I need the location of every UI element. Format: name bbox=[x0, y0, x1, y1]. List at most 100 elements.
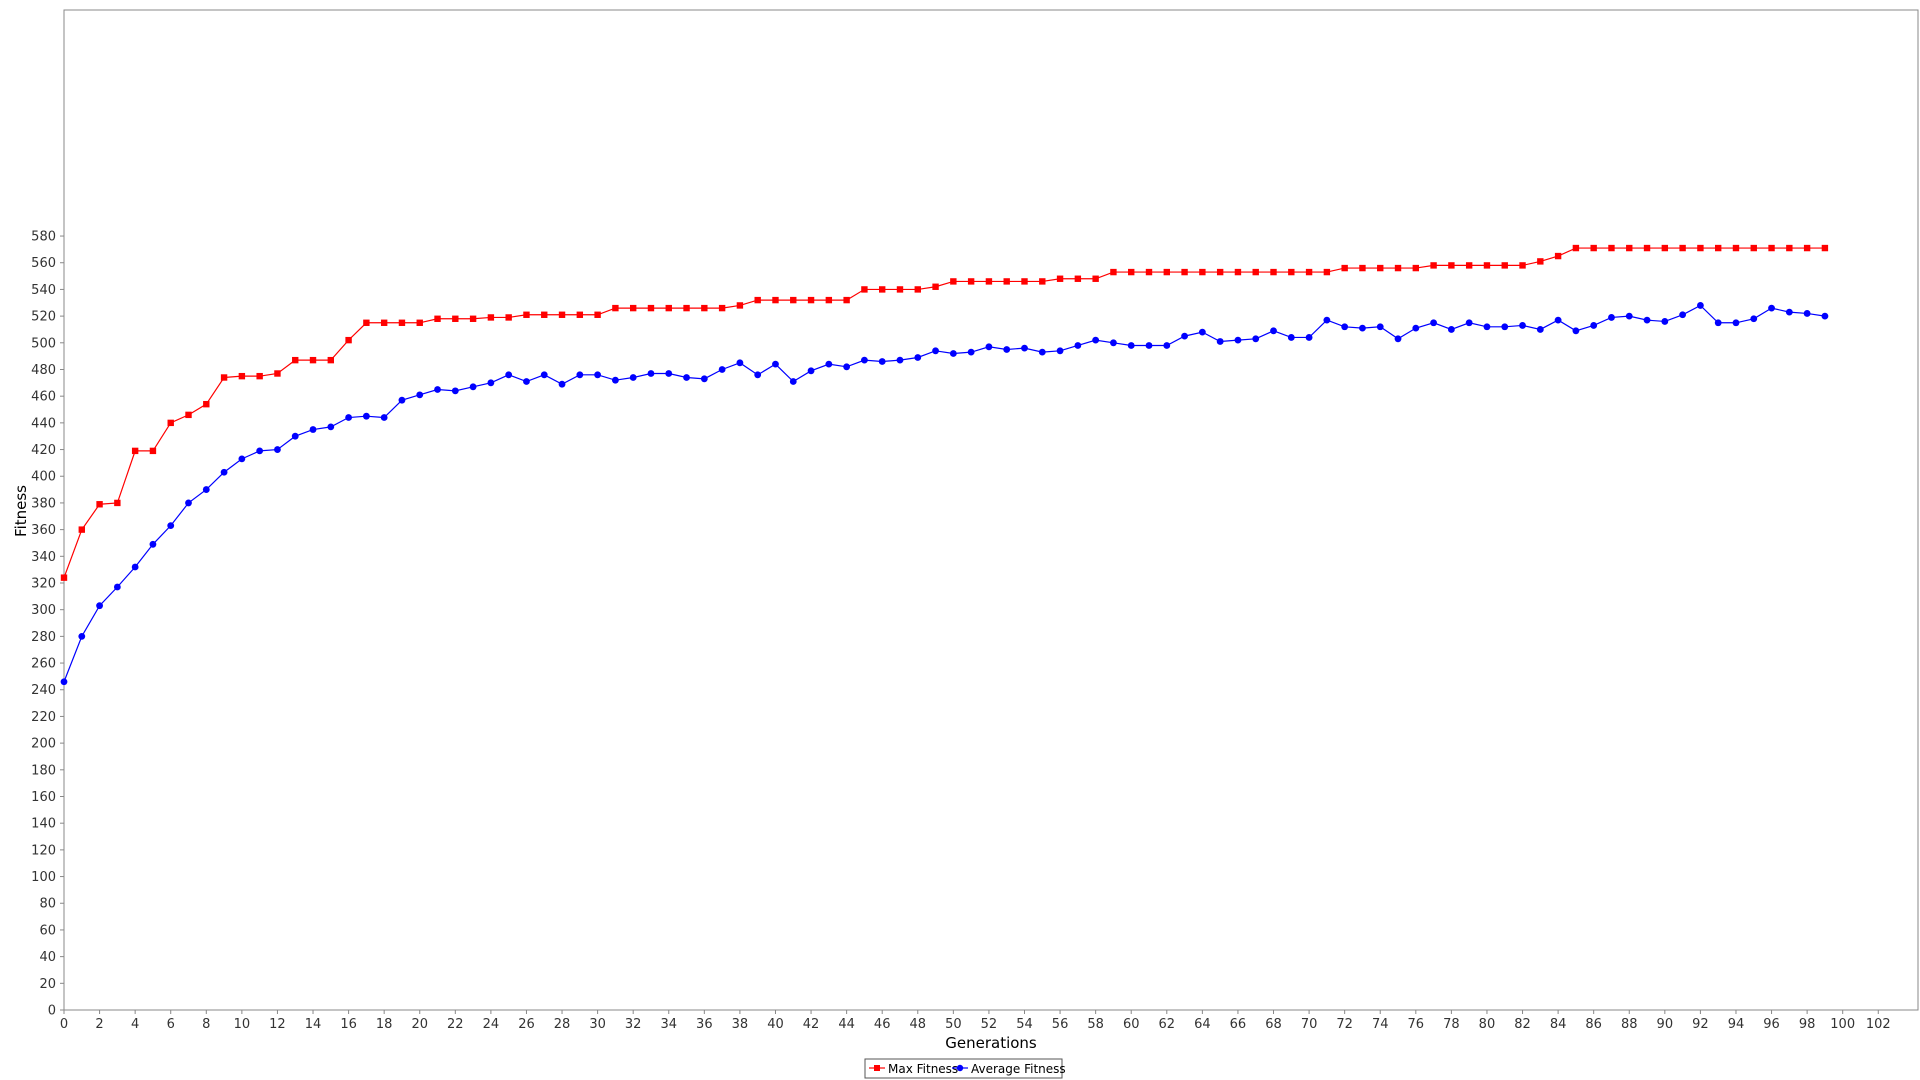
data-point-max-fitness bbox=[541, 311, 548, 318]
data-point-max-fitness bbox=[487, 314, 495, 321]
x-tick-label: 68 bbox=[1265, 1017, 1282, 1032]
x-tick-label: 62 bbox=[1159, 1017, 1176, 1032]
x-tick-label: 0 bbox=[60, 1017, 68, 1032]
x-tick-label: 84 bbox=[1550, 1017, 1567, 1032]
data-point-max-fitness bbox=[292, 356, 299, 364]
x-tick-label: 54 bbox=[1016, 1017, 1033, 1032]
data-point-average-fitness bbox=[149, 540, 157, 548]
data-point-max-fitness bbox=[1323, 268, 1331, 276]
data-point-average-fitness bbox=[540, 371, 548, 379]
data-point-max-fitness bbox=[594, 311, 601, 318]
y-axis-title: Fitness bbox=[12, 485, 30, 537]
x-tick-label: 42 bbox=[803, 1017, 820, 1032]
y-tick-label: 540 bbox=[31, 283, 56, 298]
legend-label-max-fitness: Max Fitness bbox=[888, 1062, 958, 1076]
data-point-max-fitness bbox=[629, 304, 637, 312]
data-point-max-fitness bbox=[1056, 275, 1064, 282]
y-tick-label: 80 bbox=[39, 897, 56, 912]
data-point-max-fitness bbox=[879, 286, 886, 293]
x-tick-label: 96 bbox=[1763, 1017, 1780, 1032]
data-point-average-fitness bbox=[1697, 302, 1704, 309]
data-point-average-fitness bbox=[113, 583, 121, 591]
data-point-max-fitness bbox=[985, 278, 993, 285]
x-tick-label: 34 bbox=[660, 1017, 677, 1032]
data-point-average-fitness bbox=[416, 391, 424, 399]
x-tick-label: 80 bbox=[1479, 1017, 1496, 1032]
data-point-max-fitness bbox=[790, 296, 797, 304]
data-point-max-fitness bbox=[1732, 244, 1740, 252]
x-tick-label: 102 bbox=[1866, 1017, 1891, 1032]
x-tick-label: 44 bbox=[838, 1017, 855, 1032]
y-tick-label: 120 bbox=[31, 843, 56, 858]
data-point-max-fitness bbox=[967, 278, 975, 285]
data-point-average-fitness bbox=[1021, 344, 1028, 352]
data-point-max-fitness bbox=[825, 296, 833, 304]
x-tick-label: 10 bbox=[234, 1017, 251, 1032]
data-point-average-fitness bbox=[1234, 336, 1242, 344]
data-point-average-fitness bbox=[1127, 342, 1135, 349]
x-tick-label: 26 bbox=[518, 1017, 535, 1032]
x-axis-title: Generations bbox=[945, 1034, 1037, 1052]
data-point-max-fitness bbox=[220, 374, 228, 381]
data-point-max-fitness bbox=[416, 319, 423, 326]
y-tick-label: 360 bbox=[31, 523, 56, 538]
series-line-average-fitness bbox=[63, 304, 1825, 682]
data-point-max-fitness bbox=[1465, 262, 1473, 269]
data-point-max-fitness bbox=[1021, 278, 1028, 285]
data-point-average-fitness bbox=[238, 455, 246, 463]
data-point-max-fitness bbox=[96, 501, 103, 508]
data-point-max-fitness bbox=[1590, 244, 1597, 252]
data-point-average-fitness bbox=[78, 632, 86, 640]
data-point-average-fitness bbox=[807, 367, 815, 375]
data-point-average-fitness bbox=[1519, 322, 1526, 329]
data-point-average-fitness bbox=[1216, 338, 1224, 345]
y-tick-label: 240 bbox=[31, 683, 56, 698]
data-point-average-fitness bbox=[1198, 328, 1206, 336]
data-point-max-fitness bbox=[1234, 268, 1242, 276]
x-tick-label: 22 bbox=[447, 1017, 464, 1032]
data-point-average-fitness bbox=[1643, 316, 1651, 324]
y-tick-label: 400 bbox=[31, 470, 56, 485]
x-tick-label: 14 bbox=[305, 1017, 322, 1032]
legend-label-average-fitness: Average Fitness bbox=[971, 1062, 1066, 1076]
data-point-average-fitness bbox=[1163, 342, 1171, 349]
data-point-max-fitness bbox=[1786, 244, 1793, 252]
y-tick-label: 260 bbox=[31, 657, 56, 672]
data-point-average-fitness bbox=[274, 446, 281, 453]
legend-item-max-fitness: Max Fitness bbox=[869, 1062, 958, 1076]
data-point-average-fitness bbox=[1465, 319, 1473, 327]
data-point-max-fitness bbox=[505, 314, 512, 321]
data-point-average-fitness bbox=[967, 348, 975, 356]
axes: 0 2 4 6 8 10 12 14 16 18 20 22 24 26 28 30 32 34 36 38 40 42 4… bbox=[31, 9, 1919, 1032]
data-point-max-fitness bbox=[896, 286, 904, 293]
x-tick-label: 50 bbox=[945, 1017, 962, 1032]
data-point-max-fitness bbox=[914, 286, 921, 293]
data-point-average-fitness bbox=[291, 432, 299, 440]
data-point-max-fitness bbox=[1643, 244, 1651, 252]
data-point-max-fitness bbox=[1163, 268, 1170, 276]
data-point-average-fitness bbox=[1038, 348, 1046, 356]
data-point-average-fitness bbox=[1501, 323, 1509, 331]
x-tick-label: 82 bbox=[1514, 1017, 1531, 1032]
data-point-average-fitness bbox=[1270, 327, 1277, 335]
data-point-max-fitness bbox=[754, 296, 761, 304]
data-point-average-fitness bbox=[1412, 324, 1420, 332]
x-tick-label: 56 bbox=[1052, 1017, 1069, 1032]
data-point-average-fitness bbox=[1447, 326, 1455, 333]
data-point-max-fitness bbox=[114, 499, 121, 507]
data-point-max-fitness bbox=[1554, 252, 1562, 260]
data-point-average-fitness bbox=[932, 347, 939, 355]
y-tick-label: 40 bbox=[39, 950, 56, 965]
y-tick-label: 100 bbox=[31, 870, 56, 885]
data-point-average-fitness bbox=[1074, 342, 1082, 349]
data-point-max-fitness bbox=[1537, 258, 1544, 265]
y-tick-label: 380 bbox=[31, 496, 56, 511]
data-point-max-fitness bbox=[647, 304, 655, 312]
data-point-average-fitness bbox=[1145, 342, 1153, 349]
data-point-max-fitness bbox=[1430, 262, 1437, 269]
data-point-average-fitness bbox=[1003, 346, 1011, 353]
series-max-fitness bbox=[60, 244, 1829, 581]
data-point-max-fitness bbox=[1092, 275, 1099, 282]
data-point-max-fitness bbox=[1697, 244, 1704, 252]
